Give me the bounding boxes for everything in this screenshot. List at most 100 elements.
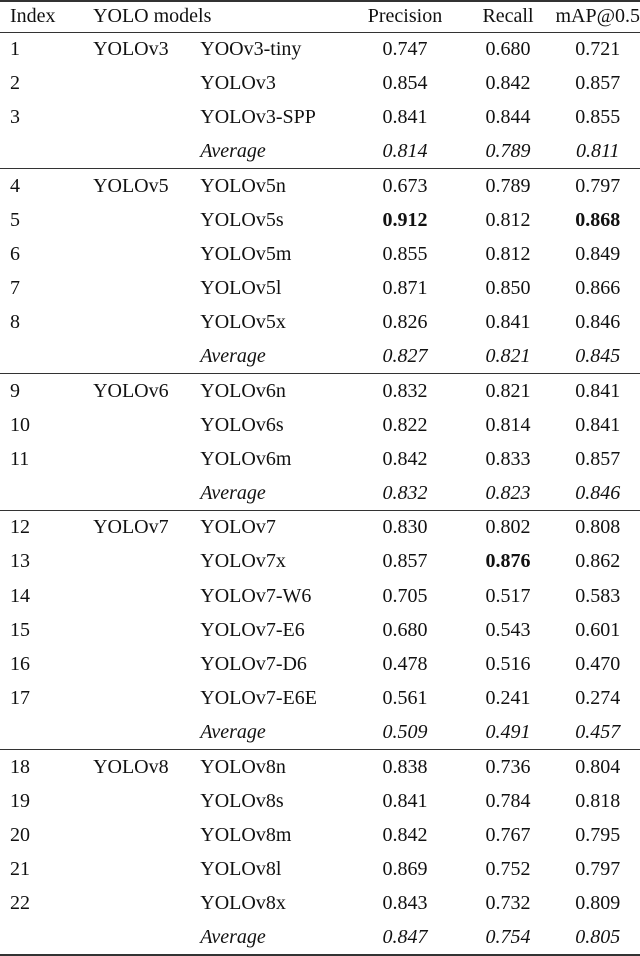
row-index: 21 <box>10 858 30 881</box>
table-row: 16 YOLOv7-D6 0.478 0.516 0.470 <box>0 647 640 681</box>
row-map: 0.862 <box>575 550 621 573</box>
row-family <box>93 784 200 818</box>
row-family <box>93 306 200 340</box>
row-index: 12 <box>10 516 30 539</box>
table-row: 22 YOLOv8x 0.843 0.732 0.809 <box>0 887 640 921</box>
table-row: 4 YOLOv5 YOLOv5n 0.673 0.789 0.797 <box>0 169 640 203</box>
row-map: 0.583 <box>575 584 621 607</box>
row-family: YOLOv8 <box>93 755 169 778</box>
table-row: 6 YOLOv5m 0.855 0.812 0.849 <box>0 237 640 271</box>
avg-recall: 0.821 <box>460 339 556 375</box>
average-row: Average 0.814 0.789 0.811 <box>0 134 640 170</box>
row-map: 0.841 <box>575 413 621 436</box>
row-index: 10 <box>10 413 30 436</box>
row-family <box>93 682 200 716</box>
table-row: 5 YOLOv5s 0.912 0.812 0.868 <box>0 203 640 237</box>
row-map: 0.846 <box>575 311 621 334</box>
row-precision: 0.869 <box>382 858 428 881</box>
row-index: 11 <box>10 447 30 470</box>
row-model: YOLOv8x <box>200 892 286 915</box>
row-model: YOLOv8m <box>200 823 292 846</box>
table-row: 11 YOLOv6m 0.842 0.833 0.857 <box>0 442 640 476</box>
row-precision: 0.826 <box>382 311 428 334</box>
table-row: 18 YOLOv8 YOLOv8n 0.838 0.736 0.804 <box>0 750 640 784</box>
row-recall: 0.752 <box>485 858 531 881</box>
avg-precision: 0.814 <box>349 134 461 170</box>
row-index: 20 <box>10 823 30 846</box>
row-precision: 0.673 <box>382 174 428 197</box>
row-model: YOLOv5n <box>200 174 286 197</box>
row-index: 3 <box>10 105 20 128</box>
row-model: YOLOv7-D6 <box>200 652 307 675</box>
row-family <box>93 579 200 613</box>
avg-map: 0.457 <box>555 715 640 751</box>
avg-blank <box>0 339 94 375</box>
row-precision: 0.838 <box>382 755 428 778</box>
avg-precision: 0.847 <box>349 920 461 956</box>
row-recall: 0.876 <box>485 550 531 573</box>
row-map: 0.866 <box>575 276 621 299</box>
average-row: Average 0.832 0.823 0.846 <box>0 476 640 512</box>
row-precision: 0.830 <box>382 516 428 539</box>
table-row: 19 YOLOv8s 0.841 0.784 0.818 <box>0 784 640 818</box>
row-map: 0.804 <box>575 755 621 778</box>
row-map: 0.470 <box>575 652 621 675</box>
row-model: YOLOv8n <box>200 755 286 778</box>
row-model: YOLOv3-SPP <box>200 105 316 128</box>
row-precision: 0.841 <box>382 105 428 128</box>
row-model: YOLOv3 <box>200 71 276 94</box>
row-precision: 0.843 <box>382 892 428 915</box>
header-recall: Recall <box>460 1 556 33</box>
avg-blank <box>0 920 94 956</box>
row-family <box>93 818 200 852</box>
table-row: 7 YOLOv5l 0.871 0.850 0.866 <box>0 271 640 305</box>
row-precision: 0.822 <box>382 413 428 436</box>
row-family <box>93 887 200 921</box>
table-row: 12 YOLOv7 YOLOv7 0.830 0.802 0.808 <box>0 511 640 545</box>
table-row: 14 YOLOv7-W6 0.705 0.517 0.583 <box>0 579 640 613</box>
row-family <box>93 100 200 134</box>
row-recall: 0.784 <box>485 789 531 812</box>
row-recall: 0.767 <box>485 823 531 846</box>
row-recall: 0.841 <box>485 311 531 334</box>
row-family <box>93 647 200 681</box>
row-family: YOLOv6 <box>93 379 169 402</box>
row-recall: 0.850 <box>485 276 531 299</box>
row-family: YOLOv3 <box>93 37 169 60</box>
avg-label: Average <box>200 476 350 512</box>
table-row: 13 YOLOv7x 0.857 0.876 0.862 <box>0 545 640 579</box>
avg-blank <box>93 339 201 375</box>
row-recall: 0.812 <box>485 208 531 231</box>
avg-blank <box>0 476 94 512</box>
row-map: 0.808 <box>575 516 621 539</box>
row-recall: 0.844 <box>485 105 531 128</box>
row-recall: 0.517 <box>485 584 531 607</box>
row-model: YOLOv7-E6 <box>200 618 305 641</box>
table-row: 20 YOLOv8m 0.842 0.767 0.795 <box>0 818 640 852</box>
table-row: 1 YOLOv3 YOOv3-tiny 0.747 0.680 0.721 <box>0 32 640 66</box>
average-row: Average 0.509 0.491 0.457 <box>0 715 640 751</box>
row-index: 2 <box>10 71 20 94</box>
row-recall: 0.821 <box>485 379 531 402</box>
row-map: 0.855 <box>575 105 621 128</box>
avg-label: Average <box>200 715 350 751</box>
avg-precision: 0.509 <box>349 715 461 751</box>
row-model: YOLOv5m <box>200 242 292 265</box>
row-precision: 0.855 <box>382 242 428 265</box>
row-model: YOLOv7-W6 <box>200 584 312 607</box>
table-row: 2 YOLOv3 0.854 0.842 0.857 <box>0 66 640 100</box>
row-family: YOLOv5 <box>93 174 169 197</box>
row-model: YOLOv8l <box>200 858 282 881</box>
header-models: YOLO models <box>93 1 350 33</box>
row-family <box>93 545 200 579</box>
header-precision: Precision <box>349 1 461 33</box>
row-recall: 0.789 <box>485 174 531 197</box>
header-index: Index <box>0 1 94 33</box>
average-row: Average 0.847 0.754 0.805 <box>0 920 640 956</box>
row-precision: 0.857 <box>382 550 428 573</box>
table-row: 8 YOLOv5x 0.826 0.841 0.846 <box>0 306 640 340</box>
row-index: 7 <box>10 276 20 299</box>
row-index: 13 <box>10 550 30 573</box>
row-map: 0.868 <box>575 208 621 231</box>
